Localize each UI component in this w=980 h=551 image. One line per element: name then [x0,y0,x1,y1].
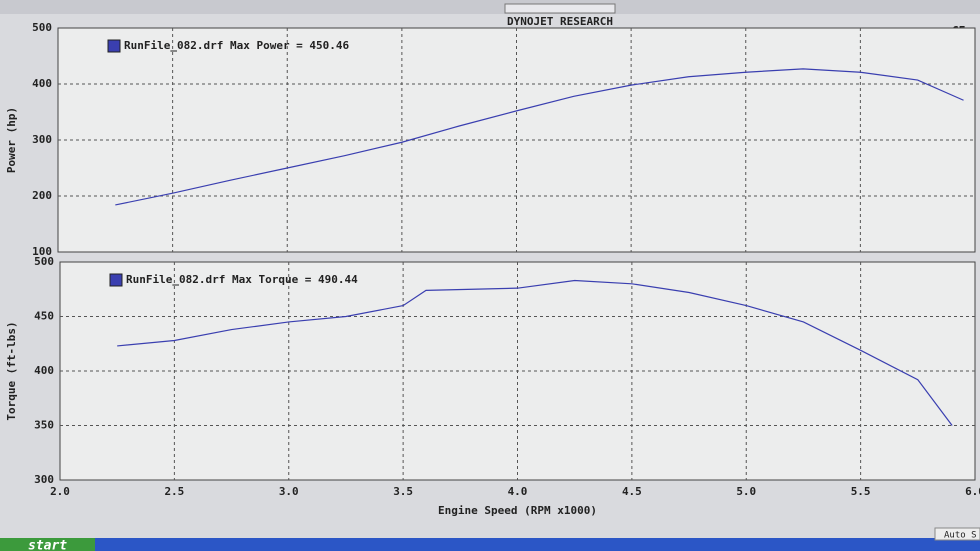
legend-swatch [107,39,121,53]
x-tick-label: 2.5 [164,485,184,498]
app-title: DYNOJET RESEARCH [507,15,613,28]
y-tick-label: 400 [34,364,54,377]
x-tick-label: 6.0 [965,485,980,498]
x-tick-label: 5.5 [851,485,871,498]
y-tick-label: 500 [34,255,54,268]
y-tick-label: 500 [32,21,52,34]
x-axis-label: Engine Speed (RPM x1000) [438,504,597,517]
x-tick-label: 5.0 [736,485,756,498]
y-tick-label: 100 [32,245,52,258]
y-axis-label: Torque (ft-lbs) [5,321,18,420]
y-tick-label: 350 [34,419,54,432]
top-bar [0,0,980,14]
x-tick-label: 4.0 [508,485,528,498]
y-tick-label: 200 [32,189,52,202]
legend-entry: RunFile_082.drf Max Torque = 490.44 [126,273,358,286]
taskbar [0,538,980,551]
start-button[interactable] [0,538,95,551]
y-tick-label: 400 [32,77,52,90]
x-tick-label: 2.0 [50,485,70,498]
tray-box [934,527,980,541]
y-tick-label: 300 [34,473,54,486]
y-tick-label: 300 [32,133,52,146]
y-tick-label: 450 [34,310,54,323]
y-axis-label: Power (hp) [5,107,18,173]
series-line [115,68,964,206]
legend-entry: RunFile_082.drf Max Power = 450.46 [124,39,350,52]
legend-swatch [109,273,123,287]
tray-label: Auto S [944,531,977,541]
x-tick-label: 3.5 [393,485,413,498]
dropdown[interactable] [504,3,616,14]
x-tick-label: 3.0 [279,485,299,498]
x-tick-label: 4.5 [622,485,642,498]
series-line [117,279,953,426]
start-label: start [28,539,67,551]
